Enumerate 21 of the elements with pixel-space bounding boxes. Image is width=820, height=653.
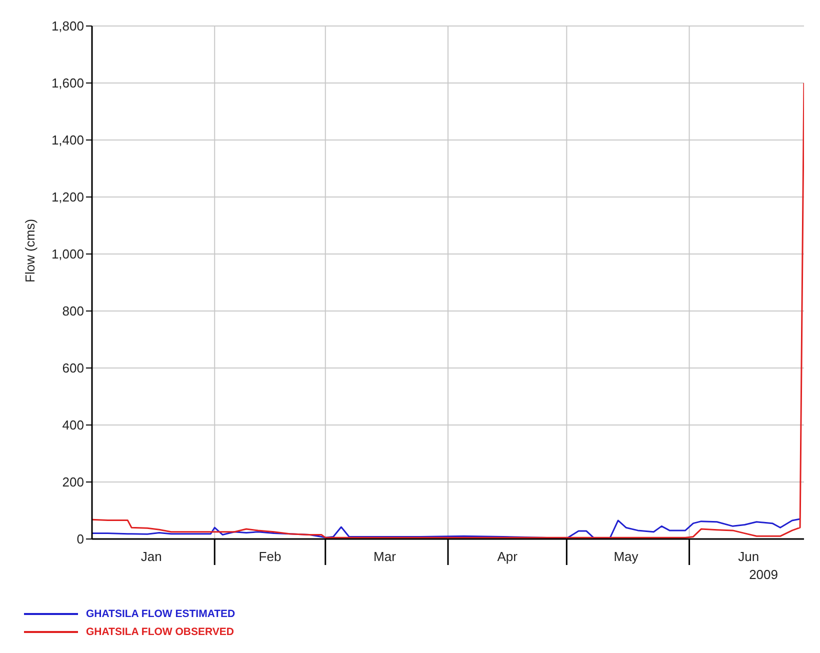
x-tick-label: Jan [140, 549, 162, 564]
y-tick-label: 1,400 [51, 132, 84, 148]
x-axis-title: 2009 [749, 567, 778, 582]
text: GHATSILA FLOW OBSERVED [86, 626, 234, 638]
line-series [92, 518, 801, 539]
y-tick-label: 1,200 [51, 190, 84, 205]
x-tick-label: Jun [738, 549, 760, 564]
y-tick-label: 800 [62, 304, 84, 319]
y-tick-label: 1,800 [51, 18, 84, 34]
y-axis-title: Flow (cms) [22, 218, 38, 282]
y-tick-label: 1,000 [51, 246, 84, 262]
y-tick-label: 0 [76, 532, 84, 547]
y-tick-label: 600 [62, 360, 84, 376]
x-tick-label: Feb [258, 549, 282, 564]
y-tick-label: 200 [62, 474, 84, 490]
x-tick-label: May [614, 549, 639, 564]
y-tick-label: 400 [62, 418, 84, 433]
x-tick-label: Apr [497, 549, 518, 564]
y-tick-label: 1,600 [51, 76, 84, 91]
text: GHATSILA FLOW ESTIMATED [86, 608, 236, 620]
x-tick-label: Mar [374, 549, 397, 564]
